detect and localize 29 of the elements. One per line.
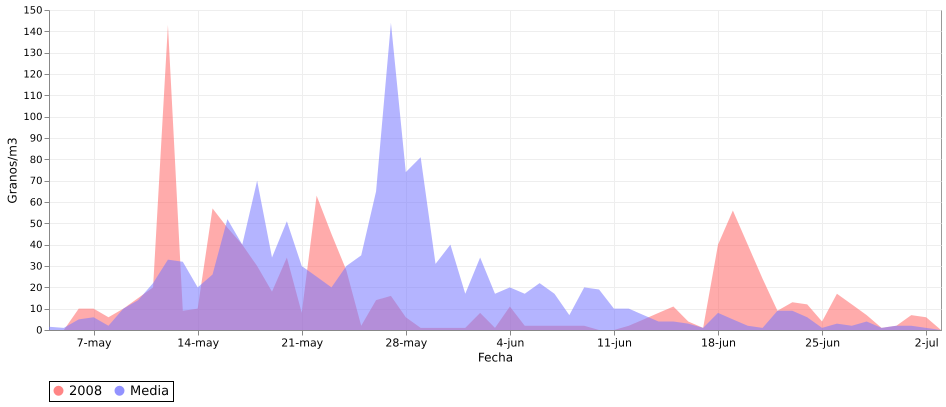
y-tick-label: 100 [23, 112, 42, 124]
y-tick-label: 130 [23, 48, 42, 60]
y-tick-label: 60 [30, 198, 42, 208]
y-tick-label: 20 [30, 282, 42, 294]
y-tick-label: 90 [30, 134, 42, 144]
y-axis-title: Granos/m3 [5, 137, 20, 204]
y-tick-label: 10 [30, 304, 42, 316]
y-tick-label: 150 [23, 6, 42, 16]
x-tick-label: 2-jul [914, 336, 939, 350]
y-tick-label: 40 [30, 240, 42, 252]
y-tick-label: 70 [30, 176, 42, 188]
y-tick-label: 120 [23, 70, 42, 80]
x-tick-label: 18-jun [701, 336, 736, 350]
legend-label: 2008 [69, 384, 102, 399]
x-tick-label: 4-jun [496, 336, 524, 350]
x-tick-label: 21-may [281, 336, 324, 350]
x-tick-label: 7-may [76, 336, 112, 350]
x-tick-label: 14-may [177, 336, 220, 350]
legend-label: Media [130, 384, 170, 399]
x-tick-label: 11-jun [596, 336, 632, 350]
x-tick-label: 25-jun [805, 336, 840, 350]
x-axis-title: Fecha [478, 350, 514, 364]
y-tick-label: 80 [30, 154, 42, 166]
x-tick-label: 28-may [385, 336, 428, 350]
y-tick-label: 30 [30, 262, 42, 272]
y-tick-label: 0 [36, 326, 42, 336]
y-tick-label: 50 [30, 218, 42, 230]
y-tick-label: 110 [23, 90, 42, 102]
y-tick-label: 140 [23, 26, 42, 38]
